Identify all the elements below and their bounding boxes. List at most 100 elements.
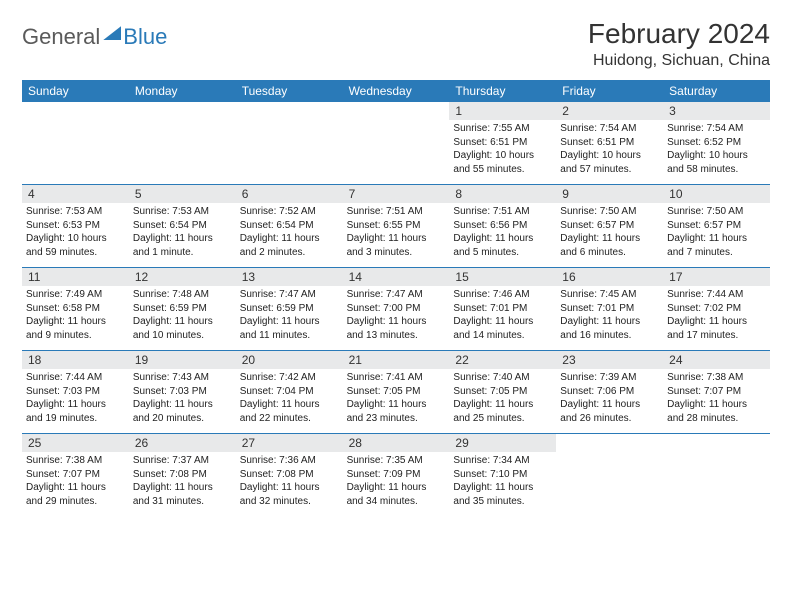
- sunrise-text: Sunrise: 7:43 AM: [133, 371, 232, 385]
- weekday-saturday: Saturday: [663, 80, 770, 102]
- sunrise-text: Sunrise: 7:50 AM: [667, 205, 766, 219]
- sunset-text: Sunset: 7:07 PM: [667, 385, 766, 399]
- sunrise-text: Sunrise: 7:42 AM: [240, 371, 339, 385]
- sunset-text: Sunset: 6:56 PM: [453, 219, 552, 233]
- sunset-text: Sunset: 6:52 PM: [667, 136, 766, 150]
- day-cell: 21Sunrise: 7:41 AMSunset: 7:05 PMDayligh…: [343, 351, 450, 433]
- day-body: Sunrise: 7:48 AMSunset: 6:59 PMDaylight:…: [129, 286, 236, 346]
- sunrise-text: Sunrise: 7:47 AM: [240, 288, 339, 302]
- day-number: 17: [663, 268, 770, 286]
- day-cell: 24Sunrise: 7:38 AMSunset: 7:07 PMDayligh…: [663, 351, 770, 433]
- day-number: 27: [236, 434, 343, 452]
- day-body: Sunrise: 7:52 AMSunset: 6:54 PMDaylight:…: [236, 203, 343, 263]
- sunset-text: Sunset: 6:53 PM: [26, 219, 125, 233]
- logo: General Blue: [22, 24, 167, 50]
- sunset-text: Sunset: 6:57 PM: [560, 219, 659, 233]
- day-cell: 25Sunrise: 7:38 AMSunset: 7:07 PMDayligh…: [22, 434, 129, 516]
- sunset-text: Sunset: 7:05 PM: [453, 385, 552, 399]
- day-body: Sunrise: 7:40 AMSunset: 7:05 PMDaylight:…: [449, 369, 556, 429]
- day-body: Sunrise: 7:42 AMSunset: 7:04 PMDaylight:…: [236, 369, 343, 429]
- day-number: 29: [449, 434, 556, 452]
- week-row: 4Sunrise: 7:53 AMSunset: 6:53 PMDaylight…: [22, 185, 770, 268]
- sunrise-text: Sunrise: 7:44 AM: [667, 288, 766, 302]
- daylight-text: Daylight: 11 hours and 7 minutes.: [667, 232, 766, 259]
- sunrise-text: Sunrise: 7:53 AM: [133, 205, 232, 219]
- sunrise-text: Sunrise: 7:48 AM: [133, 288, 232, 302]
- sunset-text: Sunset: 7:08 PM: [240, 468, 339, 482]
- day-body: Sunrise: 7:36 AMSunset: 7:08 PMDaylight:…: [236, 452, 343, 512]
- day-number: 7: [343, 185, 450, 203]
- sunrise-text: Sunrise: 7:51 AM: [453, 205, 552, 219]
- sunset-text: Sunset: 7:06 PM: [560, 385, 659, 399]
- day-number: 20: [236, 351, 343, 369]
- day-number: 14: [343, 268, 450, 286]
- title-block: February 2024 Huidong, Sichuan, China: [588, 18, 770, 70]
- day-cell: 14Sunrise: 7:47 AMSunset: 7:00 PMDayligh…: [343, 268, 450, 350]
- day-cell: 26Sunrise: 7:37 AMSunset: 7:08 PMDayligh…: [129, 434, 236, 516]
- daylight-text: Daylight: 10 hours and 58 minutes.: [667, 149, 766, 176]
- sunrise-text: Sunrise: 7:37 AM: [133, 454, 232, 468]
- daylight-text: Daylight: 11 hours and 29 minutes.: [26, 481, 125, 508]
- day-cell: 12Sunrise: 7:48 AMSunset: 6:59 PMDayligh…: [129, 268, 236, 350]
- sunset-text: Sunset: 7:03 PM: [26, 385, 125, 399]
- weekday-header-row: Sunday Monday Tuesday Wednesday Thursday…: [22, 80, 770, 102]
- sunrise-text: Sunrise: 7:51 AM: [347, 205, 446, 219]
- weekday-monday: Monday: [129, 80, 236, 102]
- day-cell: 11Sunrise: 7:49 AMSunset: 6:58 PMDayligh…: [22, 268, 129, 350]
- sunset-text: Sunset: 6:57 PM: [667, 219, 766, 233]
- day-number: 22: [449, 351, 556, 369]
- sunrise-text: Sunrise: 7:53 AM: [26, 205, 125, 219]
- day-body: Sunrise: 7:39 AMSunset: 7:06 PMDaylight:…: [556, 369, 663, 429]
- day-body: Sunrise: 7:35 AMSunset: 7:09 PMDaylight:…: [343, 452, 450, 512]
- week-row: 25Sunrise: 7:38 AMSunset: 7:07 PMDayligh…: [22, 434, 770, 516]
- day-cell: 29Sunrise: 7:34 AMSunset: 7:10 PMDayligh…: [449, 434, 556, 516]
- day-body: Sunrise: 7:44 AMSunset: 7:02 PMDaylight:…: [663, 286, 770, 346]
- day-body: Sunrise: 7:54 AMSunset: 6:52 PMDaylight:…: [663, 120, 770, 180]
- day-cell: 28Sunrise: 7:35 AMSunset: 7:09 PMDayligh…: [343, 434, 450, 516]
- day-number: 21: [343, 351, 450, 369]
- sunrise-text: Sunrise: 7:54 AM: [667, 122, 766, 136]
- day-cell: 16Sunrise: 7:45 AMSunset: 7:01 PMDayligh…: [556, 268, 663, 350]
- day-number: 26: [129, 434, 236, 452]
- daylight-text: Daylight: 11 hours and 16 minutes.: [560, 315, 659, 342]
- day-body: Sunrise: 7:54 AMSunset: 6:51 PMDaylight:…: [556, 120, 663, 180]
- sunrise-text: Sunrise: 7:49 AM: [26, 288, 125, 302]
- logo-text-general: General: [22, 24, 100, 50]
- sunrise-text: Sunrise: 7:39 AM: [560, 371, 659, 385]
- daylight-text: Daylight: 11 hours and 14 minutes.: [453, 315, 552, 342]
- day-body: Sunrise: 7:55 AMSunset: 6:51 PMDaylight:…: [449, 120, 556, 180]
- day-body: Sunrise: 7:51 AMSunset: 6:56 PMDaylight:…: [449, 203, 556, 263]
- sunset-text: Sunset: 6:55 PM: [347, 219, 446, 233]
- day-cell: 23Sunrise: 7:39 AMSunset: 7:06 PMDayligh…: [556, 351, 663, 433]
- day-cell: 2Sunrise: 7:54 AMSunset: 6:51 PMDaylight…: [556, 102, 663, 184]
- day-body: Sunrise: 7:46 AMSunset: 7:01 PMDaylight:…: [449, 286, 556, 346]
- weekday-thursday: Thursday: [449, 80, 556, 102]
- day-number: 12: [129, 268, 236, 286]
- day-cell: 4Sunrise: 7:53 AMSunset: 6:53 PMDaylight…: [22, 185, 129, 267]
- header: General Blue February 2024 Huidong, Sich…: [22, 18, 770, 70]
- sunset-text: Sunset: 6:59 PM: [133, 302, 232, 316]
- sunrise-text: Sunrise: 7:52 AM: [240, 205, 339, 219]
- weekday-friday: Friday: [556, 80, 663, 102]
- day-cell: 5Sunrise: 7:53 AMSunset: 6:54 PMDaylight…: [129, 185, 236, 267]
- daylight-text: Daylight: 11 hours and 28 minutes.: [667, 398, 766, 425]
- day-body: Sunrise: 7:38 AMSunset: 7:07 PMDaylight:…: [22, 452, 129, 512]
- daylight-text: Daylight: 11 hours and 13 minutes.: [347, 315, 446, 342]
- daylight-text: Daylight: 11 hours and 6 minutes.: [560, 232, 659, 259]
- sunrise-text: Sunrise: 7:41 AM: [347, 371, 446, 385]
- sunset-text: Sunset: 7:09 PM: [347, 468, 446, 482]
- sunset-text: Sunset: 6:54 PM: [133, 219, 232, 233]
- day-cell: 9Sunrise: 7:50 AMSunset: 6:57 PMDaylight…: [556, 185, 663, 267]
- week-row: 1Sunrise: 7:55 AMSunset: 6:51 PMDaylight…: [22, 102, 770, 185]
- day-cell: 1Sunrise: 7:55 AMSunset: 6:51 PMDaylight…: [449, 102, 556, 184]
- day-cell: [343, 102, 450, 184]
- day-number: 13: [236, 268, 343, 286]
- day-number: 15: [449, 268, 556, 286]
- day-cell: [129, 102, 236, 184]
- daylight-text: Daylight: 11 hours and 10 minutes.: [133, 315, 232, 342]
- daylight-text: Daylight: 11 hours and 19 minutes.: [26, 398, 125, 425]
- day-number: 4: [22, 185, 129, 203]
- day-number: 19: [129, 351, 236, 369]
- day-body: Sunrise: 7:47 AMSunset: 6:59 PMDaylight:…: [236, 286, 343, 346]
- day-cell: 20Sunrise: 7:42 AMSunset: 7:04 PMDayligh…: [236, 351, 343, 433]
